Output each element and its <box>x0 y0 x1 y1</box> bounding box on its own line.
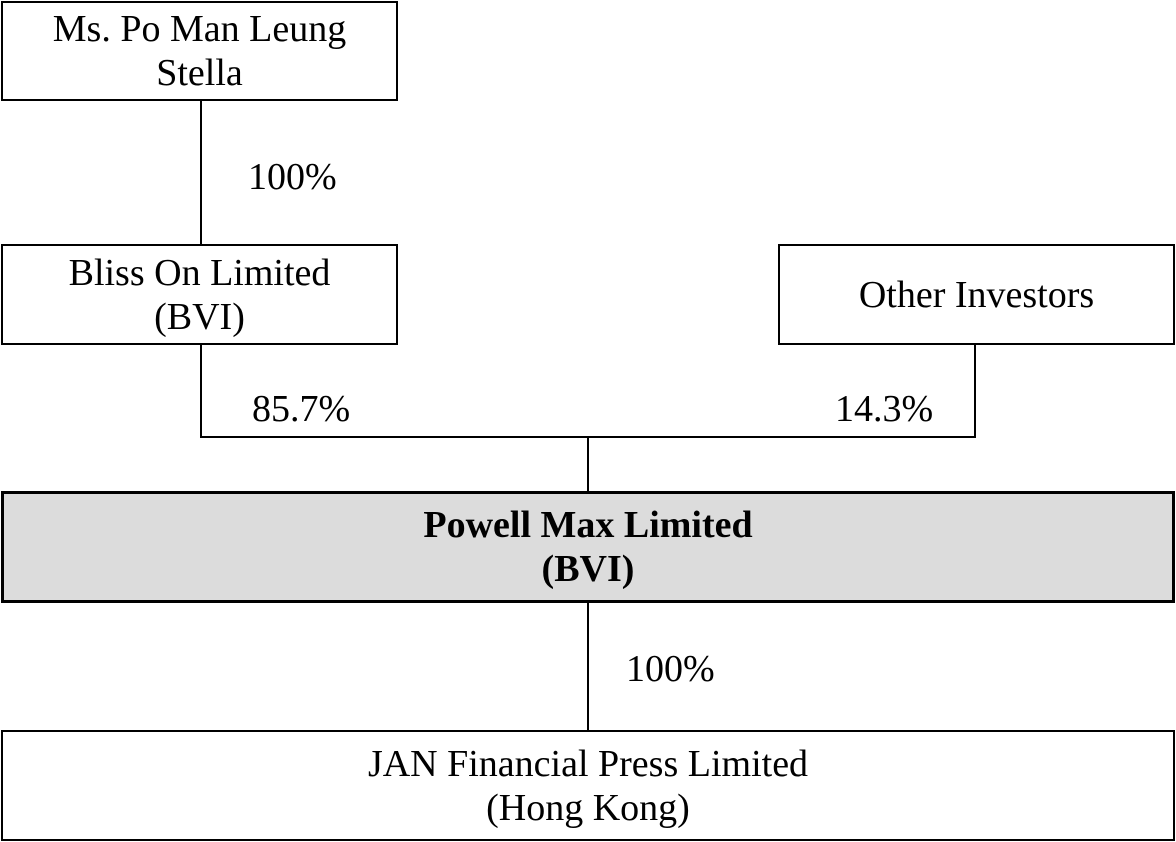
shareholder-name-line2: Stella <box>156 52 243 94</box>
bliss-on-name: Bliss On Limited <box>68 251 331 294</box>
powell-max-box: Powell Max Limited (BVI) <box>1 491 1175 603</box>
connector-bliss-on-down <box>200 345 202 438</box>
other-investors-name: Other Investors <box>858 273 1095 316</box>
bliss-on-box: Bliss On Limited (BVI) <box>1 244 398 345</box>
connector-other-investors-down <box>974 345 976 438</box>
shareholder-box: Ms. Po Man Leung Stella <box>1 1 398 101</box>
jan-financial-name: JAN Financial Press Limited <box>367 742 809 785</box>
shareholder-name-line1: Ms. Po Man Leung <box>52 8 347 50</box>
connector-shareholder-bliss-on <box>200 101 202 245</box>
powell-max-name: Powell Max Limited <box>423 504 753 546</box>
connector-powell-max-jan <box>587 603 589 731</box>
pct-shareholder-to-bliss-on: 100% <box>248 156 337 198</box>
jan-financial-box: JAN Financial Press Limited (Hong Kong) <box>1 730 1175 841</box>
pct-other-investors-to-powell-max: 14.3% <box>835 388 934 430</box>
jan-financial-jurisdiction: (Hong Kong) <box>486 786 690 829</box>
pct-powell-max-to-jan-financial: 100% <box>626 648 715 690</box>
other-investors-box: Other Investors <box>778 244 1175 345</box>
connector-bar-to-powell-max <box>587 436 589 492</box>
powell-max-jurisdiction: (BVI) <box>541 548 635 590</box>
bliss-on-jurisdiction: (BVI) <box>154 295 245 338</box>
pct-bliss-on-to-powell-max: 85.7% <box>252 388 351 430</box>
